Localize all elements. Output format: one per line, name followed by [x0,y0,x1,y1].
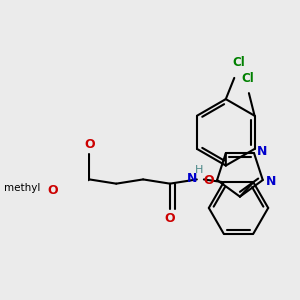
Text: O: O [203,173,214,187]
Text: O: O [165,212,175,226]
Text: methyl: methyl [4,183,40,193]
Text: Cl: Cl [232,56,245,69]
Text: N: N [186,172,197,184]
Text: O: O [48,184,58,197]
Text: N: N [266,175,276,188]
Text: Cl: Cl [241,72,254,85]
Text: N: N [257,145,268,158]
Text: O: O [84,138,95,151]
Text: H: H [195,164,203,175]
